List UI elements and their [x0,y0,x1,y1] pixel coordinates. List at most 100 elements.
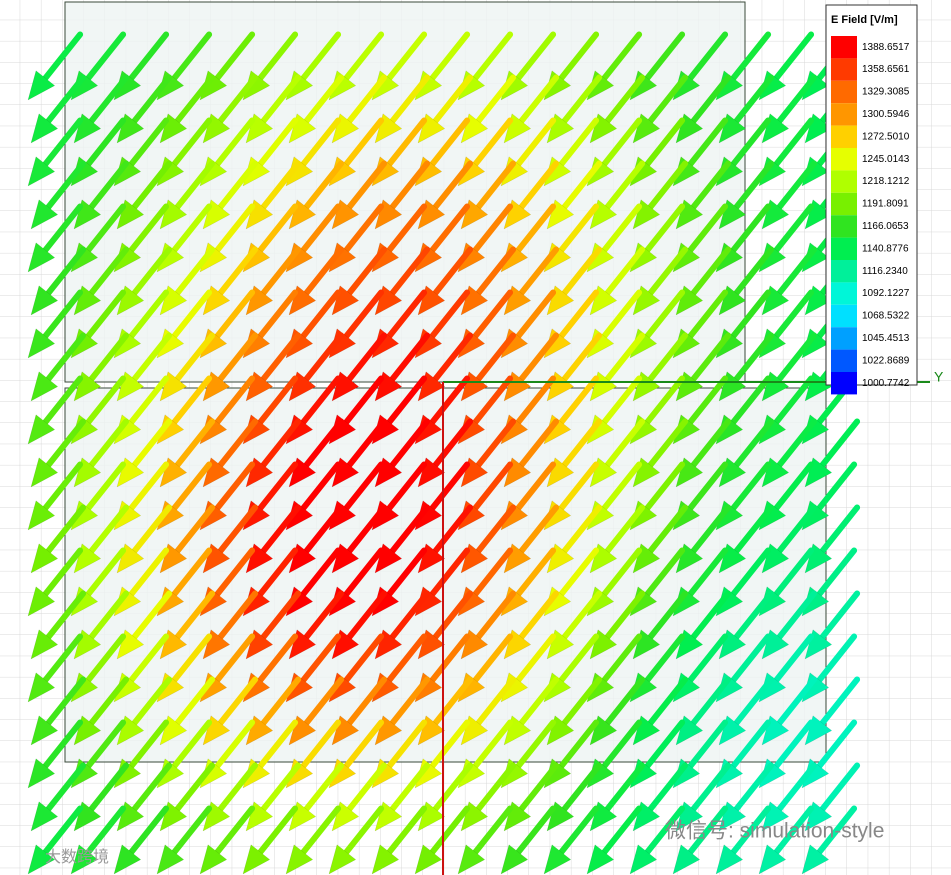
field-arrow-shaft [257,461,299,512]
field-arrow-shaft [85,461,127,512]
field-arrow-shaft [604,504,646,555]
field-arrow-shaft [260,74,302,125]
field-arrow-shaft [260,676,302,727]
field-arrow-shaft [776,762,818,813]
field-arrow-head [27,70,56,101]
field-arrow-head [27,242,56,273]
field-arrow-shaft [730,633,772,684]
field-arrow-shaft [432,676,474,727]
legend-label: 1272.5010 [862,131,910,142]
field-arrow-shaft [88,418,130,469]
field-arrow-shaft [687,805,729,856]
field-arrow-shaft [131,246,173,297]
field-arrow-shaft [128,461,170,512]
field-arrow-shaft [85,633,127,684]
field-arrow-shaft [773,719,815,770]
legend-swatch [831,148,857,171]
field-arrow-shaft [733,74,775,125]
field-arrow-shaft [518,246,560,297]
field-arrow-shaft [174,160,216,211]
field-arrow-head [30,285,59,316]
field-arrow-shaft [601,547,643,598]
legend-swatch [831,282,857,305]
field-arrow-shaft [174,332,216,383]
field-arrow-shaft [303,332,345,383]
field-arrow-shaft [343,633,385,684]
field-arrow-head [371,844,400,875]
field-arrow-shaft [773,375,815,426]
field-arrow-shaft [733,504,775,555]
legend-swatch [831,58,857,81]
field-arrow-shaft [45,504,87,555]
field-arrow-shaft [644,203,686,254]
field-arrow-shaft [303,676,345,727]
field-arrow-shaft [217,504,259,555]
legend-swatch [831,170,857,193]
field-arrow-shaft [515,203,557,254]
field-arrow-shaft [690,676,732,727]
field-arrow-shaft [131,74,173,125]
field-arrow-shaft [730,805,772,856]
field-arrow-shaft [475,504,517,555]
field-arrow-shaft [644,547,686,598]
field-arrow-shaft [773,633,815,684]
field-arrow-shaft [257,547,299,598]
field-arrow-shaft [386,461,428,512]
field-arrow-shaft [776,676,818,727]
field-arrow-shaft [88,74,130,125]
field-arrow-shaft [515,633,557,684]
field-arrow-shaft [346,418,388,469]
field-arrow-shaft [386,203,428,254]
field-arrow-shaft [386,117,428,168]
field-arrow-shaft [343,117,385,168]
field-arrow-shaft [386,289,428,340]
field-arrow-shaft [647,74,689,125]
field-arrow-shaft [346,160,388,211]
field-arrow-shaft [346,762,388,813]
field-arrow-shaft [647,246,689,297]
field-arrow-shaft [303,418,345,469]
field-arrow-shaft [558,719,600,770]
field-arrow-shaft [429,31,471,82]
field-arrow-shaft [217,676,259,727]
field-arrow-shaft [85,31,127,82]
field-arrow-shaft [171,547,213,598]
field-arrow-shaft [217,246,259,297]
field-arrow-shaft [214,203,256,254]
field-arrow-shaft [42,633,84,684]
field-arrow-shaft [604,590,646,641]
field-arrow-shaft [389,504,431,555]
field-arrow-shaft [257,203,299,254]
field-arrow-shaft [389,418,431,469]
legend: E Field [V/m] 1388.6517 1358.6561 1329.308… [825,4,918,395]
field-arrow-shaft [45,332,87,383]
field-arrow-head [30,801,59,832]
field-arrow-shaft [690,590,732,641]
field-arrow-shaft [389,160,431,211]
field-arrow-shaft [42,117,84,168]
field-arrow-shaft [217,590,259,641]
field-arrow-shaft [601,805,643,856]
field-arrow-shaft [432,590,474,641]
field-arrow-shaft [300,289,342,340]
field-arrow-shaft [518,590,560,641]
field-arrow-shaft [687,117,729,168]
field-arrow-shaft [432,160,474,211]
field-arrow-shaft [343,719,385,770]
field-arrow-shaft [518,74,560,125]
field-arrow-shaft [300,461,342,512]
field-arrow-shaft [174,74,216,125]
field-arrow-shaft [386,805,428,856]
field-arrow-head [113,844,142,875]
field-arrow-shaft [690,418,732,469]
field-arrow-shaft [687,461,729,512]
field-arrow-shaft [561,418,603,469]
field-arrow-head [715,844,744,875]
field-arrow-shaft [217,160,259,211]
field-arrow-shaft [429,633,471,684]
field-arrow-shaft [472,203,514,254]
field-arrow-shaft [432,504,474,555]
field-arrow-head [27,414,56,445]
field-arrow-shaft [816,461,858,512]
